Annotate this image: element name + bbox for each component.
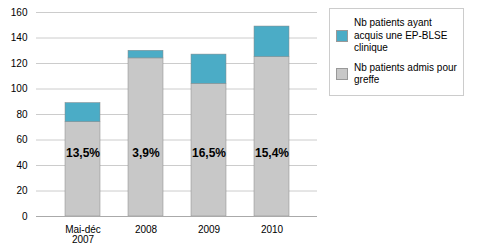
svg-text:160: 160	[11, 7, 28, 18]
svg-text:13,5%: 13,5%	[66, 146, 100, 160]
svg-text:15,4%: 15,4%	[255, 146, 289, 160]
svg-text:80: 80	[16, 109, 28, 120]
svg-text:3,9%: 3,9%	[132, 146, 160, 160]
svg-text:100: 100	[11, 83, 28, 94]
svg-text:20: 20	[16, 185, 28, 196]
svg-text:60: 60	[16, 134, 28, 145]
svg-text:2009: 2009	[198, 224, 221, 235]
svg-text:120: 120	[11, 58, 28, 69]
svg-text:140: 140	[11, 32, 28, 43]
svg-text:40: 40	[16, 160, 28, 171]
svg-text:16,5%: 16,5%	[192, 146, 226, 160]
svg-text:Mai-déc2007: Mai-déc2007	[65, 224, 101, 245]
html-text:Nb patients admis pour greffe: Nb patients admis pour greffe	[354, 61, 457, 85]
svg-text:0: 0	[22, 211, 28, 222]
svg-text:2008: 2008	[135, 224, 158, 235]
svg-text:2010: 2010	[261, 224, 284, 235]
html-text:Nb patients ayant acquis une E: Nb patients ayant acquis une EP-BLSE cli…	[354, 17, 448, 53]
